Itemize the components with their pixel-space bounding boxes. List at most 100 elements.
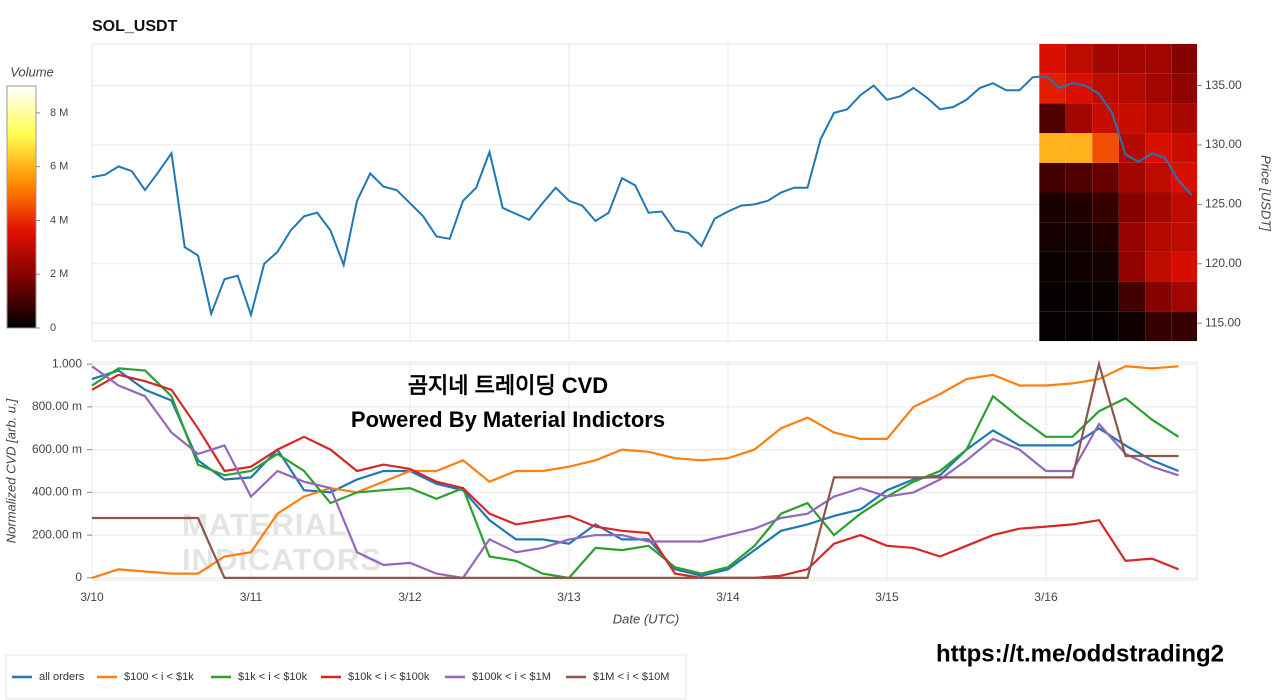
x-tick-label: 3/11 <box>240 590 263 604</box>
heatmap-cell <box>1092 133 1119 163</box>
legend-label: $100k < i < $1M <box>472 671 551 683</box>
heatmap-cell <box>1065 311 1093 341</box>
heatmap-cell <box>1118 222 1146 252</box>
heatmap-cell <box>1092 44 1119 74</box>
legend-label: $1M < i < $10M <box>593 671 669 683</box>
heatmap-cell <box>1118 162 1146 193</box>
x-tick-label: 3/12 <box>398 590 422 604</box>
heatmap-cell <box>1145 103 1172 134</box>
heatmap-cell <box>1171 311 1197 341</box>
annotation: Powered By Material Indictors <box>351 407 665 432</box>
legend-box <box>5 654 687 700</box>
y-axis-label: Normalized CVD [arb. u.] <box>3 398 18 543</box>
heatmap-cell <box>1039 133 1066 163</box>
heatmap-cell <box>1039 311 1066 341</box>
heatmap-cell <box>1171 251 1197 282</box>
y-tick-label: 1.000 <box>52 356 82 370</box>
heatmap-cell <box>1171 103 1197 134</box>
y-tick-label: 115.00 <box>1205 315 1241 329</box>
price-line <box>91 75 1193 319</box>
heatmap-cell <box>1065 281 1093 312</box>
x-tick-label: 3/15 <box>875 590 899 604</box>
heatmap-cell <box>1145 162 1172 193</box>
heatmap-cell <box>1145 133 1172 163</box>
heatmap-cell <box>1145 73 1172 104</box>
legend-label: $100 < i < $1k <box>124 671 194 683</box>
heatmap-cell <box>1118 251 1146 282</box>
heatmap-cell <box>1092 162 1119 193</box>
heatmap-cell <box>1145 281 1172 312</box>
x-tick-label: 3/10 <box>80 590 104 604</box>
heatmap-cell <box>1065 44 1093 74</box>
chart-title: SOL_USDT <box>92 18 178 35</box>
y-tick-label: 120.00 <box>1205 256 1242 270</box>
colorbar-tick-label: 8 M <box>50 107 68 119</box>
y-tick-label: 125.00 <box>1205 197 1242 211</box>
legend-label: $1k < i < $10k <box>238 671 308 683</box>
cvd-line <box>91 373 1179 579</box>
y-tick-label: 400.00 m <box>32 485 82 499</box>
cvd-line <box>91 367 1180 580</box>
heatmap-cell <box>1118 281 1146 312</box>
legend-label: $10k < i < $100k <box>348 671 430 683</box>
heatmap-cell <box>1145 251 1172 282</box>
heatmap-cell <box>1118 73 1146 104</box>
colorbar-tick-label: 0 <box>50 322 56 334</box>
heatmap-cell <box>1171 192 1197 223</box>
watermark: MATERIAL <box>182 507 348 542</box>
heatmap-cell <box>1039 281 1066 312</box>
colorbar <box>6 85 37 329</box>
heatmap-cell <box>1065 73 1093 104</box>
y-tick-label: 600.00 m <box>32 442 82 456</box>
x-tick-label: 3/13 <box>557 590 581 604</box>
heatmap-cell <box>1065 192 1093 223</box>
colorbar-tick-label: 2 M <box>50 268 68 280</box>
y-tick-label: 0 <box>75 570 82 584</box>
y-axis-label: Price [USDT] <box>1259 155 1274 231</box>
heatmap-cell <box>1065 251 1093 282</box>
heatmap-cell <box>1039 103 1066 134</box>
heatmap-cell <box>1118 192 1146 223</box>
heatmap-cell <box>1145 311 1172 341</box>
heatmap-cell <box>1065 133 1093 163</box>
x-axis-label: Date (UTC) <box>613 611 679 626</box>
x-tick-label: 3/14 <box>716 590 740 604</box>
cvd-line <box>91 365 1179 580</box>
heatmap-cell <box>1065 222 1093 252</box>
cvd-line <box>91 365 1179 579</box>
heatmap-cell <box>1171 222 1197 252</box>
heatmap-cell <box>1118 103 1146 134</box>
heatmap-cell <box>1092 251 1119 282</box>
y-tick-label: 800.00 m <box>32 399 82 413</box>
heatmap-cell <box>1171 44 1197 74</box>
heatmap-cell <box>1039 251 1066 282</box>
heatmap-cell <box>1092 192 1119 223</box>
heatmap-cell <box>1145 44 1172 74</box>
colorbar-tick-label: 4 M <box>50 214 68 226</box>
heatmap-cell <box>1171 281 1197 312</box>
watermark: INDICATORS <box>182 542 382 577</box>
colorbar-tick-label: 6 M <box>50 161 68 173</box>
heatmap-cell <box>1145 222 1172 252</box>
y-tick-label: 135.00 <box>1205 78 1242 92</box>
heatmap-cell <box>1065 162 1093 193</box>
colorbar-title: Volume <box>10 64 54 79</box>
heatmap-cell <box>1039 162 1066 193</box>
heatmap-cell <box>1039 192 1066 223</box>
cvd-line <box>92 359 1179 579</box>
annotation: 곰지네 트레이딩 CVD <box>408 373 608 398</box>
heatmap-cell <box>1118 311 1146 341</box>
footer-link[interactable]: https://t.me/oddstrading2 <box>936 640 1224 667</box>
heatmap-cell <box>1092 311 1119 341</box>
heatmap-cell <box>1039 44 1066 74</box>
heatmap-cell <box>1171 133 1197 163</box>
heatmap-cell <box>1118 44 1146 74</box>
heatmap-cell <box>1065 103 1093 134</box>
heatmap-cell <box>1092 222 1119 252</box>
heatmap-cell <box>1145 192 1172 223</box>
x-tick-label: 3/16 <box>1034 590 1058 604</box>
heatmap-cell <box>1171 73 1197 104</box>
y-tick-label: 130.00 <box>1205 137 1242 151</box>
